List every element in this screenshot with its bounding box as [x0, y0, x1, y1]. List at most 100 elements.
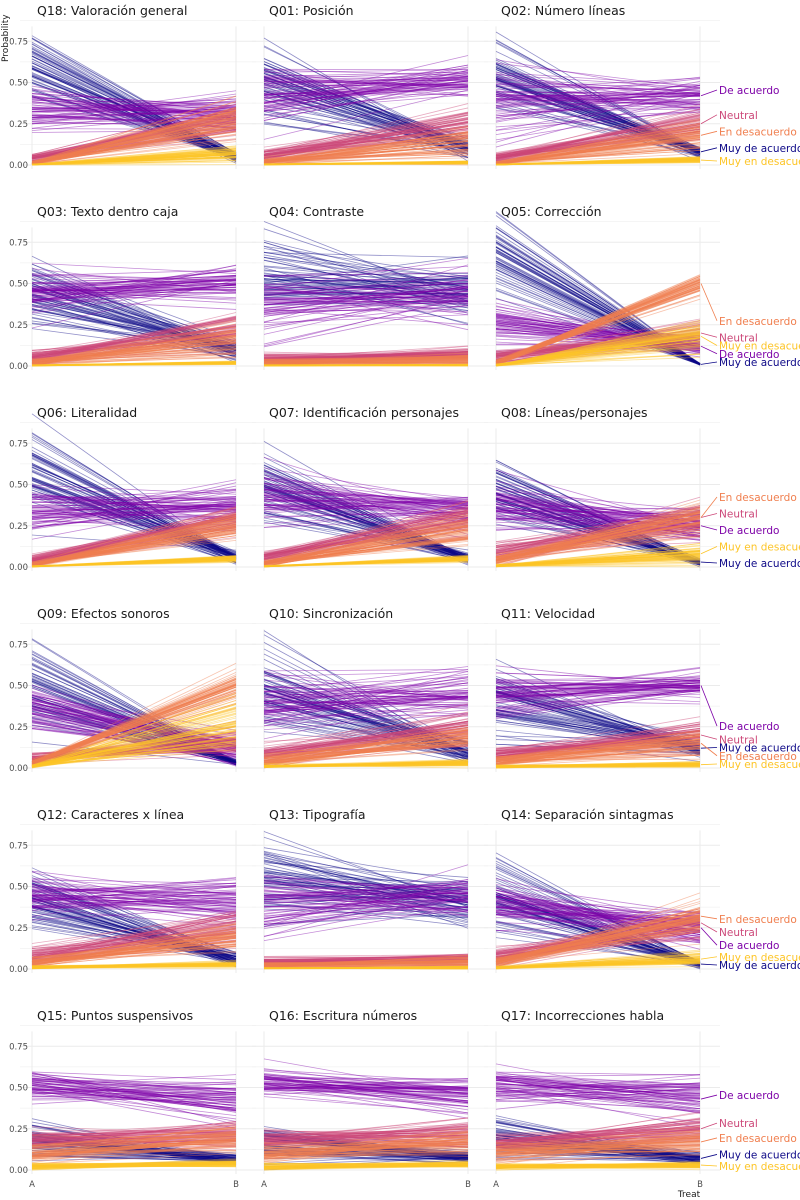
sample-line	[31, 559, 237, 568]
sample-line	[495, 321, 701, 337]
sample-line	[263, 79, 469, 149]
sample-line	[263, 114, 469, 156]
sample-line	[31, 279, 237, 329]
sample-line	[31, 289, 237, 292]
sample-line	[31, 114, 237, 164]
sample-line	[31, 283, 237, 308]
sample-line	[31, 118, 237, 158]
sample-line	[495, 159, 701, 166]
sample-line	[495, 156, 701, 165]
sample-line	[263, 355, 469, 363]
sample-line	[495, 324, 701, 352]
label-leader	[700, 685, 718, 727]
sample-line	[495, 337, 701, 357]
sample-line	[263, 84, 469, 141]
sample-line	[263, 514, 469, 555]
sample-line	[263, 126, 469, 157]
sample-line	[31, 484, 237, 557]
sample-line	[31, 114, 237, 163]
sample-line	[263, 304, 469, 326]
sample-line	[31, 351, 237, 363]
sample-line	[495, 99, 701, 117]
sample-line	[495, 316, 701, 339]
sample-line	[31, 151, 237, 165]
sample-line	[495, 286, 701, 363]
sample-line	[31, 361, 237, 367]
sample-line	[263, 488, 469, 509]
sample-line	[31, 58, 237, 160]
sample-line	[263, 453, 469, 561]
sample-line	[31, 269, 237, 292]
sample-line	[31, 304, 237, 354]
sample-line	[263, 134, 469, 159]
sample-line	[495, 120, 701, 164]
sample-line	[495, 42, 701, 154]
sample-line	[263, 295, 469, 347]
sample-line	[495, 156, 701, 166]
sample-line	[263, 77, 469, 89]
sample-line	[31, 557, 237, 567]
sample-line	[31, 324, 237, 357]
sample-line	[495, 329, 701, 345]
sample-line	[31, 279, 237, 292]
sample-line	[495, 76, 701, 151]
sample-line	[263, 488, 469, 503]
sample-line	[31, 336, 237, 365]
sample-line	[31, 362, 237, 367]
sample-line	[495, 276, 701, 364]
sample-line	[31, 95, 237, 164]
sample-line	[31, 516, 237, 559]
sample-line	[263, 364, 469, 366]
sample-line	[263, 90, 469, 112]
sample-line	[263, 115, 469, 165]
sample-line	[263, 161, 469, 166]
sample-line	[495, 335, 701, 363]
sample-line	[31, 149, 237, 166]
sample-line	[263, 364, 469, 366]
sample-line	[31, 298, 237, 310]
sample-line	[263, 118, 469, 159]
sample-line	[495, 93, 701, 148]
sample-line	[263, 278, 469, 297]
sample-line	[263, 69, 469, 147]
sample-line	[263, 137, 469, 164]
sample-line	[495, 282, 701, 364]
sample-line	[263, 161, 469, 165]
sample-line	[31, 319, 237, 359]
sample-line	[495, 334, 701, 367]
sample-line	[495, 246, 701, 366]
sample-line	[263, 351, 469, 361]
sample-line	[263, 484, 469, 559]
sample-line	[495, 98, 701, 117]
sample-line	[263, 113, 469, 158]
sample-line	[263, 357, 469, 360]
sample-line	[31, 519, 237, 565]
sample-line	[495, 326, 701, 366]
sample-line	[495, 281, 701, 363]
sample-line	[263, 64, 469, 149]
sample-line	[31, 555, 237, 567]
sample-line	[495, 85, 701, 153]
sample-line	[263, 118, 469, 156]
sample-line	[31, 513, 237, 562]
sample-line	[31, 516, 237, 568]
sample-line	[31, 529, 237, 564]
sample-line	[31, 148, 237, 166]
sample-line	[263, 508, 469, 510]
sample-line	[263, 507, 469, 523]
series-lines	[263, 831, 469, 929]
sample-line	[495, 333, 701, 366]
sample-line	[31, 126, 237, 164]
sample-line	[495, 333, 701, 337]
sample-line	[263, 518, 469, 557]
sample-line	[31, 526, 237, 560]
sample-line	[495, 142, 701, 165]
sample-line	[495, 75, 701, 157]
sample-line	[31, 95, 237, 119]
sample-line	[31, 121, 237, 159]
label-leader	[700, 345, 718, 355]
sample-line	[495, 91, 701, 150]
sample-line	[263, 286, 469, 303]
sample-line	[31, 255, 237, 355]
sample-line	[495, 80, 701, 122]
